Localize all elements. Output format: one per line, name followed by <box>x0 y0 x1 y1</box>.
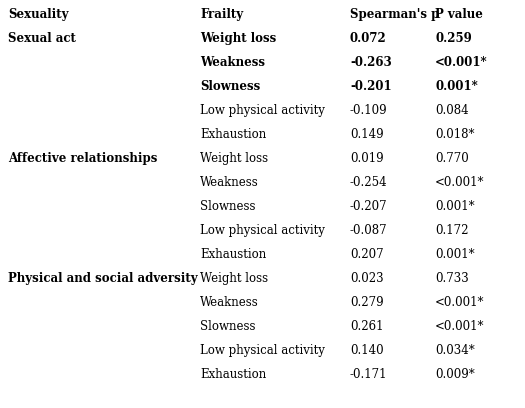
Text: Spearman's p: Spearman's p <box>350 8 439 21</box>
Text: Frailty: Frailty <box>200 8 243 21</box>
Text: Weight loss: Weight loss <box>200 152 268 165</box>
Text: 0.001*: 0.001* <box>435 200 475 213</box>
Text: -0.207: -0.207 <box>350 200 387 213</box>
Text: -0.087: -0.087 <box>350 224 387 237</box>
Text: Sexual act: Sexual act <box>8 32 76 45</box>
Text: -0.109: -0.109 <box>350 104 387 117</box>
Text: Weakness: Weakness <box>200 296 259 309</box>
Text: -0.254: -0.254 <box>350 176 387 189</box>
Text: Weight loss: Weight loss <box>200 272 268 285</box>
Text: -0.171: -0.171 <box>350 368 387 381</box>
Text: Sexuality: Sexuality <box>8 8 68 21</box>
Text: 0.001*: 0.001* <box>435 248 475 261</box>
Text: -0.263: -0.263 <box>350 56 392 69</box>
Text: <0.001*: <0.001* <box>435 320 485 333</box>
Text: <0.001*: <0.001* <box>435 176 485 189</box>
Text: 0.279: 0.279 <box>350 296 384 309</box>
Text: Low physical activity: Low physical activity <box>200 104 325 117</box>
Text: <0.001*: <0.001* <box>435 296 485 309</box>
Text: 0.019: 0.019 <box>350 152 384 165</box>
Text: P value: P value <box>435 8 483 21</box>
Text: Exhaustion: Exhaustion <box>200 248 266 261</box>
Text: Slowness: Slowness <box>200 320 256 333</box>
Text: 0.034*: 0.034* <box>435 344 475 357</box>
Text: 0.001*: 0.001* <box>435 80 478 93</box>
Text: Physical and social adversity: Physical and social adversity <box>8 272 197 285</box>
Text: Weight loss: Weight loss <box>200 32 276 45</box>
Text: 0.072: 0.072 <box>350 32 387 45</box>
Text: 0.207: 0.207 <box>350 248 384 261</box>
Text: Low physical activity: Low physical activity <box>200 224 325 237</box>
Text: 0.259: 0.259 <box>435 32 472 45</box>
Text: 0.018*: 0.018* <box>435 128 475 141</box>
Text: Affective relationships: Affective relationships <box>8 152 158 165</box>
Text: Slowness: Slowness <box>200 200 256 213</box>
Text: <0.001*: <0.001* <box>435 56 488 69</box>
Text: Exhaustion: Exhaustion <box>200 368 266 381</box>
Text: Exhaustion: Exhaustion <box>200 128 266 141</box>
Text: Low physical activity: Low physical activity <box>200 344 325 357</box>
Text: 0.261: 0.261 <box>350 320 383 333</box>
Text: 0.084: 0.084 <box>435 104 469 117</box>
Text: 0.140: 0.140 <box>350 344 384 357</box>
Text: -0.201: -0.201 <box>350 80 392 93</box>
Text: 0.770: 0.770 <box>435 152 469 165</box>
Text: Slowness: Slowness <box>200 80 260 93</box>
Text: 0.149: 0.149 <box>350 128 384 141</box>
Text: 0.009*: 0.009* <box>435 368 475 381</box>
Text: Weakness: Weakness <box>200 176 259 189</box>
Text: Weakness: Weakness <box>200 56 265 69</box>
Text: 0.172: 0.172 <box>435 224 468 237</box>
Text: 0.023: 0.023 <box>350 272 384 285</box>
Text: 0.733: 0.733 <box>435 272 469 285</box>
